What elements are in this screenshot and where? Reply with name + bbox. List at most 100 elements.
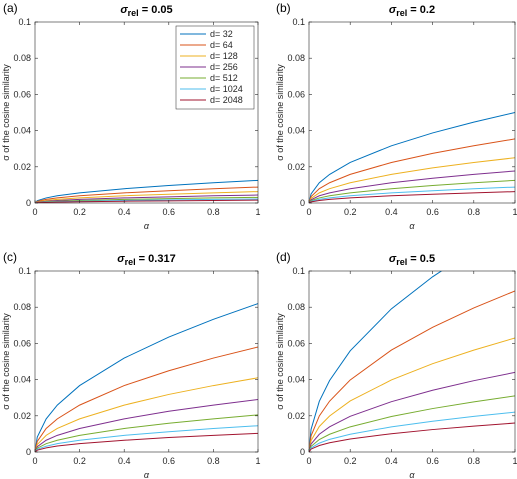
title-symbol: σ <box>389 253 397 265</box>
panel-label: (a) <box>3 1 18 15</box>
y-tick-label: 0.06 <box>13 89 31 99</box>
title-value: = 0.317 <box>136 253 176 265</box>
y-axis-label: σ of the cosine similarity <box>1 313 11 410</box>
title-subscript: rel <box>125 257 136 267</box>
panel-label: (d) <box>276 250 291 264</box>
legend-label: d= 64 <box>210 40 233 50</box>
series-line <box>35 179 258 203</box>
legend-label: d= 512 <box>210 73 238 83</box>
series-line <box>309 422 515 452</box>
x-tick-label: 0.2 <box>73 456 86 466</box>
panel-label: (b) <box>276 1 291 15</box>
legend-label: d= 128 <box>210 51 238 61</box>
x-tick-label: 0 <box>306 207 311 217</box>
x-tick-label: 0.6 <box>426 456 439 466</box>
panel: 0 0.02 0.04 0.06 0.08 0.1 0 0.2 0.4 0.6 0.8 1 (c) σre… <box>1 250 261 479</box>
x-tick-label: 1 <box>512 207 517 217</box>
title-subscript: rel <box>396 8 407 18</box>
series-line <box>35 346 258 452</box>
y-tick-label: 0.1 <box>292 266 305 276</box>
x-axis-label: α <box>409 470 415 479</box>
x-tick-label: 1 <box>255 456 260 466</box>
y-axis-label: σ of the cosine similarity <box>275 313 285 410</box>
x-tick-label: 0.6 <box>163 456 176 466</box>
panel-label: (c) <box>3 250 17 264</box>
legend-label: d= 2048 <box>210 95 243 105</box>
y-tick-label: 0.04 <box>287 375 305 385</box>
x-tick-label: 0.4 <box>118 207 131 217</box>
axes-box <box>308 21 516 204</box>
y-tick-label: 0.1 <box>18 17 31 27</box>
y-tick-label: 0.04 <box>13 126 31 136</box>
series-line <box>309 170 515 203</box>
series-line <box>309 411 515 452</box>
x-tick-label: 0 <box>32 456 37 466</box>
y-tick-label: 0.08 <box>13 53 31 63</box>
axes-box <box>308 270 516 453</box>
x-tick-label: 0.6 <box>163 207 176 217</box>
x-tick-label: 0.4 <box>118 456 131 466</box>
chart-title: σrel = 0.2 <box>389 4 435 18</box>
x-axis-label: α <box>144 221 150 231</box>
y-tick-label: 0 <box>300 198 305 208</box>
series-line <box>309 179 515 203</box>
y-tick-label: 0.02 <box>287 411 305 421</box>
series-line <box>309 271 443 452</box>
series-line <box>309 371 515 452</box>
chart-title: σrel = 0.317 <box>117 253 175 267</box>
series-line <box>309 290 515 452</box>
y-tick-label: 0.04 <box>13 375 31 385</box>
chart-title: σrel = 0.05 <box>120 4 172 18</box>
x-tick-label: 0.8 <box>207 207 220 217</box>
x-tick-label: 0.8 <box>468 207 481 217</box>
x-tick-label: 0 <box>306 456 311 466</box>
panel: 0 0.02 0.04 0.06 0.08 0.1 0 0.2 0.4 0.6 0.8 1 (a) σre… <box>1 1 261 231</box>
x-tick-label: 0.2 <box>344 207 357 217</box>
axes-box <box>34 21 259 204</box>
legend-label: d= 1024 <box>210 84 243 94</box>
x-tick-label: 0.4 <box>385 207 398 217</box>
y-tick-label: 0.02 <box>287 162 305 172</box>
x-tick-label: 1 <box>512 456 517 466</box>
y-tick-label: 0.08 <box>287 302 305 312</box>
series-line <box>35 186 258 203</box>
y-tick-label: 0.08 <box>13 302 31 312</box>
title-symbol: σ <box>117 253 125 265</box>
x-tick-label: 0 <box>32 207 37 217</box>
series-line <box>35 303 258 452</box>
title-value: = 0.2 <box>407 4 435 16</box>
y-tick-label: 0.02 <box>13 162 31 172</box>
series-line <box>309 157 515 203</box>
series-line <box>35 377 258 452</box>
y-tick-label: 0.1 <box>292 17 305 27</box>
y-tick-label: 0.06 <box>287 338 305 348</box>
series-line <box>35 425 258 452</box>
plot-area <box>309 22 515 203</box>
x-tick-label: 0.2 <box>73 207 86 217</box>
title-subscript: rel <box>396 257 407 267</box>
series-line <box>309 112 515 203</box>
y-tick-label: 0.04 <box>287 126 305 136</box>
x-axis-label: α <box>409 221 415 231</box>
y-tick-label: 0.06 <box>287 89 305 99</box>
axes-box <box>34 270 259 453</box>
x-tick-label: 0.8 <box>207 456 220 466</box>
y-tick-label: 0.02 <box>13 411 31 421</box>
y-tick-label: 0.06 <box>13 338 31 348</box>
chart-title: σrel = 0.5 <box>389 253 435 267</box>
x-tick-label: 1 <box>255 207 260 217</box>
y-axis-label: σ of the cosine similarity <box>275 64 285 161</box>
series-line <box>309 138 515 203</box>
title-symbol: σ <box>120 4 128 16</box>
x-tick-label: 0.2 <box>344 456 357 466</box>
series-line <box>35 399 258 452</box>
title-value: = 0.05 <box>139 4 173 16</box>
y-tick-label: 0 <box>26 198 31 208</box>
series-line <box>309 395 515 452</box>
y-tick-label: 0.08 <box>287 53 305 63</box>
title-value: = 0.5 <box>407 253 435 265</box>
y-axis-label: σ of the cosine similarity <box>1 64 11 161</box>
panel: 0 0.02 0.04 0.06 0.08 0.1 0 0.2 0.4 0.6 0.8 1 (b) σre… <box>275 1 517 231</box>
x-tick-label: 0.6 <box>426 207 439 217</box>
legend-label: d= 32 <box>210 29 233 39</box>
